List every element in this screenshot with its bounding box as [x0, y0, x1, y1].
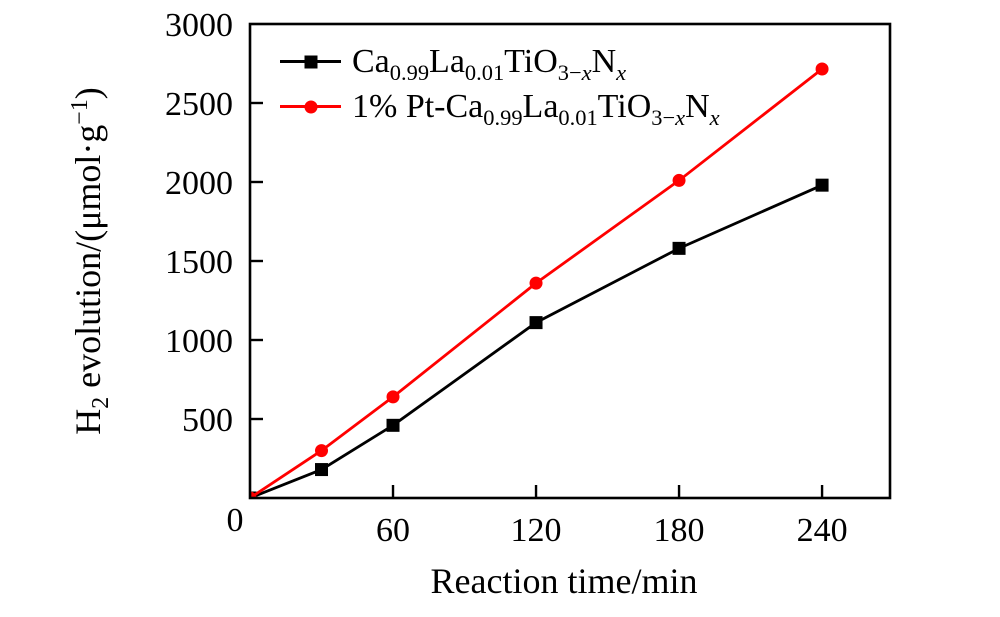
data-point-square	[529, 316, 543, 330]
legend-swatch-series-2	[280, 100, 341, 114]
legend-label: Ca0.99La0.01TiO3−xNx	[352, 42, 627, 85]
data-point-circle	[250, 491, 257, 498]
origin-tick-label: 0	[227, 502, 244, 539]
x-tick-label: 120	[511, 512, 562, 549]
series-line-2	[250, 67, 823, 498]
square-marker-icon	[304, 55, 317, 68]
series-group	[250, 62, 829, 498]
y-tick-label: 2500	[165, 86, 233, 123]
data-point-square	[386, 418, 400, 432]
data-point-circle	[315, 444, 329, 458]
x-axis-label: Reaction time/min	[430, 561, 698, 601]
y-axis-label: H2 evolution/(μmol·g−1)	[67, 87, 115, 435]
y-tick-label: 3000	[165, 7, 233, 44]
x-tick-label: 180	[654, 512, 705, 549]
legend-item: 1% Pt-Ca0.99La0.01TiO3−xNx	[280, 84, 720, 129]
x-tick-label: 60	[376, 512, 410, 549]
data-point-circle	[815, 62, 829, 76]
data-point-circle	[529, 276, 543, 290]
legend-item: Ca0.99La0.01TiO3−xNx	[280, 39, 720, 84]
y-tick-label: 1500	[165, 244, 233, 281]
data-point-square	[315, 463, 329, 477]
series-line-1	[250, 183, 823, 498]
circle-marker-icon	[304, 100, 317, 113]
y-tick-label: 1000	[165, 323, 233, 360]
data-point-square	[815, 178, 829, 192]
data-point-circle	[672, 173, 686, 187]
x-tick-label: 240	[797, 512, 848, 549]
plot-frame	[248, 22, 892, 500]
legend-swatch-series-1	[280, 55, 341, 69]
legend: Ca0.99La0.01TiO3−xNx 1% Pt-Ca0.99La0.01T…	[280, 39, 720, 129]
data-point-circle	[386, 390, 400, 404]
y-tick-label: 500	[182, 402, 233, 439]
y-tick-label: 2000	[165, 165, 233, 202]
legend-label: 1% Pt-Ca0.99La0.01TiO3−xNx	[352, 87, 720, 130]
data-point-square	[672, 241, 686, 255]
